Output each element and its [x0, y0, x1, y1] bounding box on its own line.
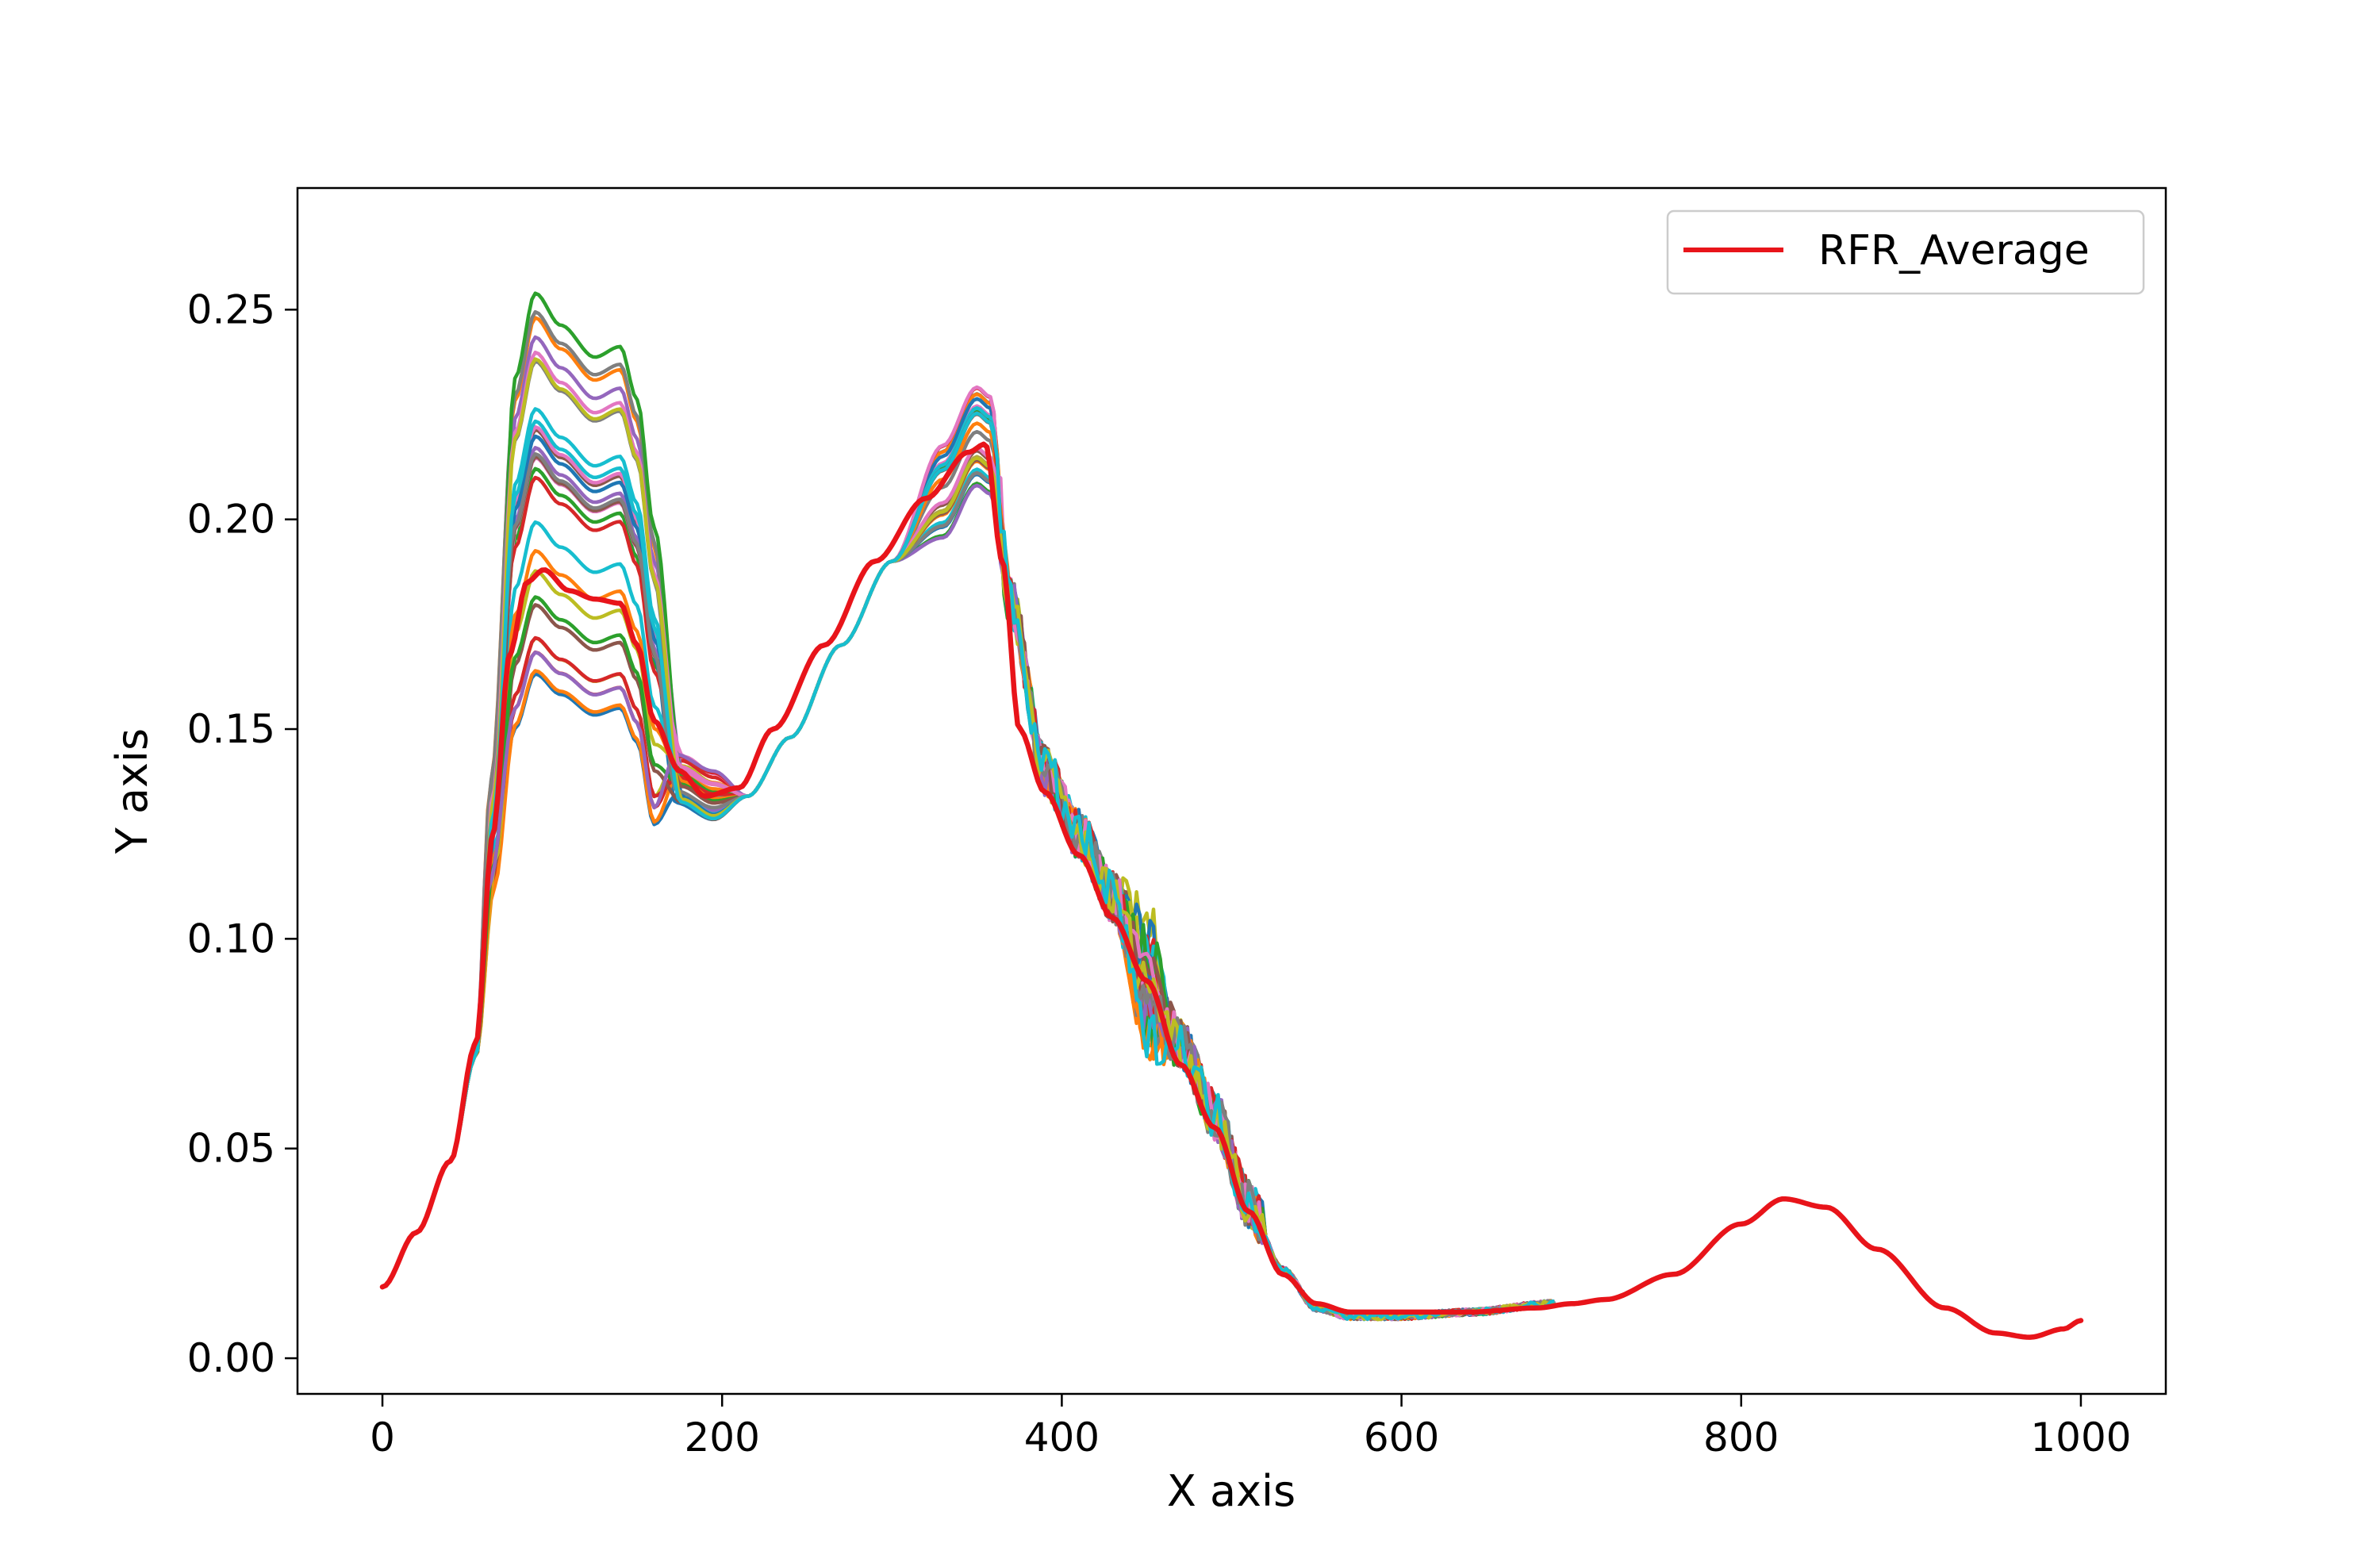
x-tick-label: 400 [1024, 1415, 1100, 1461]
y-tick-label: 0.00 [187, 1335, 275, 1381]
legend: RFR_Average [1666, 209, 2145, 295]
plot-area-frame [296, 186, 2167, 1395]
legend-label-rfr-average: RFR_Average [1818, 227, 2090, 274]
y-tick-label: 0.05 [187, 1126, 275, 1172]
x-tick-label: 0 [370, 1415, 395, 1461]
x-tick-label: 600 [1364, 1415, 1439, 1461]
x-tick-label: 800 [1703, 1415, 1779, 1461]
series-line-rfr-average [379, 441, 2084, 1340]
y-tick-label: 0.15 [187, 706, 275, 752]
x-tick-label: 1000 [2030, 1415, 2131, 1461]
ensemble-lines [382, 291, 1557, 1322]
y-axis: 0.00 0.05 0.10 0.15 0.20 0.25 [187, 286, 298, 1381]
y-tick-label: 0.20 [187, 497, 275, 543]
y-axis-title: Y axis [107, 728, 157, 854]
x-tick-label: 200 [685, 1415, 760, 1461]
series-lines [379, 441, 2084, 1340]
x-axis: 0 200 400 600 800 1000 [370, 1394, 2132, 1461]
x-axis-title: X axis [1167, 1466, 1296, 1516]
y-tick-label: 0.10 [187, 916, 275, 962]
legend-box [1666, 209, 2145, 295]
ensemble-line [382, 357, 1555, 1322]
y-tick-label: 0.25 [187, 286, 275, 332]
